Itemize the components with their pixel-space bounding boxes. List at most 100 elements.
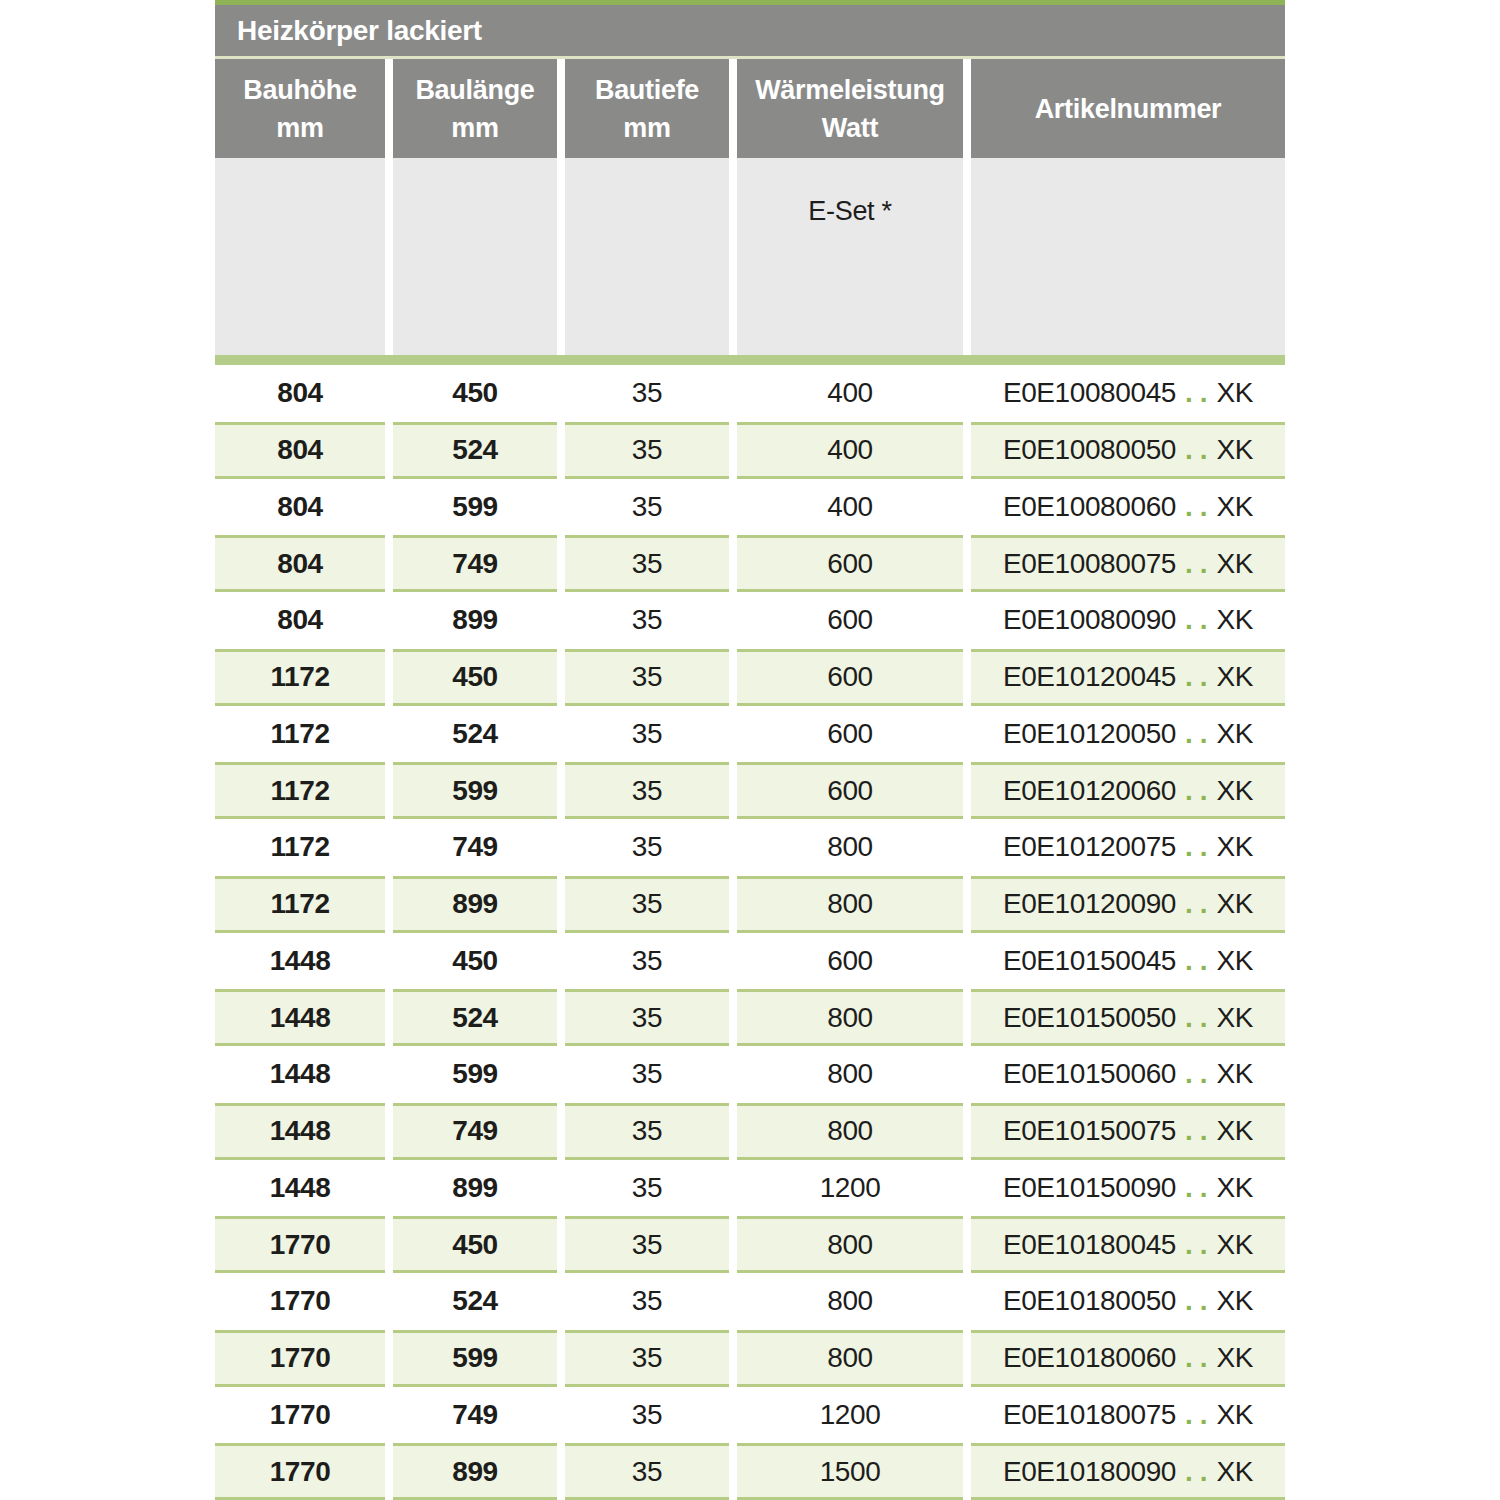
cell-artikelnummer: E0E10150075..XK (971, 1103, 1285, 1160)
cell-bautiefe: 35 (565, 1330, 729, 1387)
header-cell-bauhoehe: Bauhöhe mm (215, 59, 385, 158)
artikel-code: E0E10150045 (1003, 945, 1176, 977)
cell-artikelnummer: E0E10080090..XK (971, 592, 1285, 649)
cell-bauhoehe: 1448 (215, 933, 385, 990)
cell-bauhoehe: 804 (215, 479, 385, 536)
cell-bautiefe: 35 (565, 535, 729, 592)
artikel-dots: .. (1185, 888, 1215, 920)
green-separator-bar (215, 355, 1285, 365)
artikel-code: E0E10180050 (1003, 1285, 1176, 1317)
cell-baulaenge: 524 (393, 1273, 557, 1330)
artikel-suffix: XK (1217, 1342, 1254, 1374)
table-row: 1770 749 35 1200 E0E10180075..XK (215, 1387, 1285, 1444)
cell-baulaenge: 899 (393, 876, 557, 933)
cell-waermeleistung: 600 (737, 592, 963, 649)
cell-artikelnummer: E0E10180050..XK (971, 1273, 1285, 1330)
table-row: 1448 599 35 800 E0E10150060..XK (215, 1046, 1285, 1103)
artikel-suffix: XK (1217, 604, 1254, 636)
artikel-suffix: XK (1217, 1172, 1254, 1204)
table-row: 804 899 35 600 E0E10080090..XK (215, 592, 1285, 649)
cell-bauhoehe: 1448 (215, 989, 385, 1046)
artikel-code: E0E10150060 (1003, 1058, 1176, 1090)
cell-bautiefe: 35 (565, 819, 729, 876)
cell-waermeleistung: 800 (737, 876, 963, 933)
table-row: 1172 899 35 800 E0E10120090..XK (215, 876, 1285, 933)
cell-bautiefe: 35 (565, 876, 729, 933)
table-row: 1770 599 35 800 E0E10180060..XK (215, 1330, 1285, 1387)
artikel-suffix: XK (1217, 1058, 1254, 1090)
table-row: 804 599 35 400 E0E10080060..XK (215, 479, 1285, 536)
cell-artikelnummer: E0E10120060..XK (971, 762, 1285, 819)
header-cell-baulaenge: Baulänge mm (393, 59, 557, 158)
cell-bauhoehe: 804 (215, 592, 385, 649)
cell-waermeleistung: 400 (737, 479, 963, 536)
artikel-dots: .. (1185, 1342, 1215, 1374)
cell-artikelnummer: E0E10150050..XK (971, 989, 1285, 1046)
cell-waermeleistung: 1200 (737, 1160, 963, 1217)
cell-bauhoehe: 1448 (215, 1160, 385, 1217)
artikel-code: E0E10180045 (1003, 1229, 1176, 1261)
cell-baulaenge: 599 (393, 479, 557, 536)
table-row: 1770 899 35 1500 E0E10180090..XK (215, 1443, 1285, 1500)
subheader-cell-artikelnummer (971, 158, 1285, 355)
artikel-suffix: XK (1217, 831, 1254, 863)
header-cell-waermeleistung: Wärmeleistung Watt (737, 59, 963, 158)
cell-bautiefe: 35 (565, 649, 729, 706)
artikel-dots: .. (1185, 434, 1215, 466)
cell-bauhoehe: 1172 (215, 649, 385, 706)
cell-bauhoehe: 1448 (215, 1103, 385, 1160)
artikel-dots: .. (1185, 718, 1215, 750)
artikel-dots: .. (1185, 661, 1215, 693)
header-label-line2: mm (276, 109, 323, 147)
artikel-dots: .. (1185, 1058, 1215, 1090)
cell-bauhoehe: 804 (215, 535, 385, 592)
artikel-code: E0E10120050 (1003, 718, 1176, 750)
cell-waermeleistung: 1500 (737, 1443, 963, 1500)
table-row: 804 749 35 600 E0E10080075..XK (215, 535, 1285, 592)
artikel-code: E0E10120060 (1003, 775, 1176, 807)
cell-artikelnummer: E0E10120090..XK (971, 876, 1285, 933)
artikel-code: E0E10120090 (1003, 888, 1176, 920)
cell-artikelnummer: E0E10080075..XK (971, 535, 1285, 592)
cell-bauhoehe: 804 (215, 365, 385, 422)
cell-bauhoehe: 1172 (215, 876, 385, 933)
cell-bauhoehe: 804 (215, 422, 385, 479)
artikel-code: E0E10080045 (1003, 377, 1176, 409)
cell-baulaenge: 899 (393, 1443, 557, 1500)
header-label-line1: Baulänge (415, 71, 534, 109)
table-row: 1172 524 35 600 E0E10120050..XK (215, 706, 1285, 763)
artikel-suffix: XK (1217, 377, 1254, 409)
cell-waermeleistung: 600 (737, 535, 963, 592)
subheader-cell-bauhoehe (215, 158, 385, 355)
table-row: 1770 450 35 800 E0E10180045..XK (215, 1216, 1285, 1273)
cell-waermeleistung: 800 (737, 819, 963, 876)
artikel-dots: .. (1185, 1285, 1215, 1317)
cell-waermeleistung: 800 (737, 1046, 963, 1103)
table-row: 1448 899 35 1200 E0E10150090..XK (215, 1160, 1285, 1217)
cell-bauhoehe: 1172 (215, 819, 385, 876)
header-label-line1: Bauhöhe (243, 71, 356, 109)
cell-waermeleistung: 800 (737, 1273, 963, 1330)
table-row: 1770 524 35 800 E0E10180050..XK (215, 1273, 1285, 1330)
cell-baulaenge: 599 (393, 762, 557, 819)
header-label-line2: mm (451, 109, 498, 147)
cell-bautiefe: 35 (565, 1273, 729, 1330)
cell-waermeleistung: 400 (737, 422, 963, 479)
cell-baulaenge: 899 (393, 592, 557, 649)
artikel-suffix: XK (1217, 1456, 1254, 1488)
artikel-dots: .. (1185, 604, 1215, 636)
cell-waermeleistung: 400 (737, 365, 963, 422)
cell-artikelnummer: E0E10120050..XK (971, 706, 1285, 763)
cell-bautiefe: 35 (565, 1103, 729, 1160)
subheader-cell-bautiefe (565, 158, 729, 355)
artikel-suffix: XK (1217, 1229, 1254, 1261)
table-title: Heizkörper lackiert (237, 15, 482, 47)
cell-bautiefe: 35 (565, 1160, 729, 1217)
artikel-suffix: XK (1217, 434, 1254, 466)
artikel-suffix: XK (1217, 945, 1254, 977)
cell-bauhoehe: 1770 (215, 1387, 385, 1444)
cell-bautiefe: 35 (565, 1216, 729, 1273)
eset-label: E-Set * (808, 196, 891, 227)
artikel-dots: .. (1185, 1456, 1215, 1488)
cell-waermeleistung: 600 (737, 762, 963, 819)
